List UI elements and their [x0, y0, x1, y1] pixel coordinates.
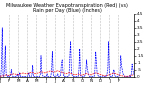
Text: Milwaukee Weather Evapotranspiration (Red) (vs) Rain per Day (Blue) (Inches): Milwaukee Weather Evapotranspiration (Re…: [6, 3, 128, 13]
